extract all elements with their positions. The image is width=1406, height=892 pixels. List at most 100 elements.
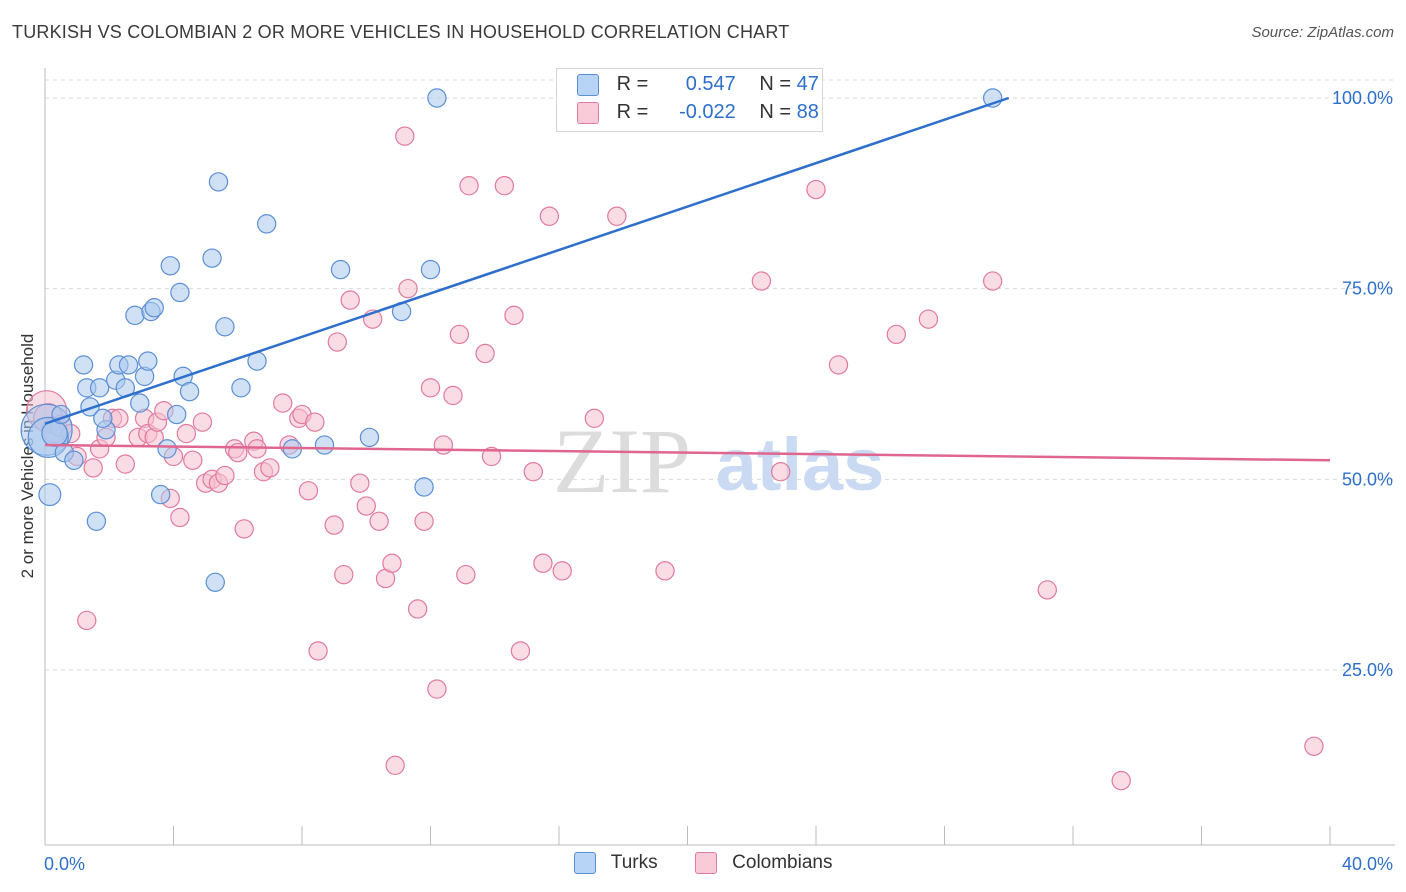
colombians-point <box>260 458 280 478</box>
colombians-trendline <box>44 443 1331 462</box>
colombians-point <box>770 462 791 482</box>
colombians-point <box>398 278 418 299</box>
turks-point <box>167 404 187 425</box>
colombians-point <box>1304 736 1324 756</box>
colombians-point <box>433 435 454 455</box>
colombians-point <box>523 462 543 482</box>
turks-point <box>427 88 447 108</box>
colombians-point <box>481 446 502 467</box>
y-tick-label: 100.0% <box>1332 88 1393 108</box>
colombians-point <box>751 271 772 291</box>
series-legend: Turks Colombians <box>0 852 1406 874</box>
trendlines <box>44 96 1331 462</box>
turks-point <box>150 484 171 505</box>
axes <box>44 68 1395 846</box>
turks-point <box>93 408 113 429</box>
colombians-point <box>215 465 235 486</box>
turks-point <box>89 378 110 398</box>
colombians-point <box>407 599 428 619</box>
turks-point <box>314 435 335 455</box>
colombians-legend-swatch <box>694 852 717 874</box>
turks-point <box>144 298 164 318</box>
colombians-swatch <box>577 101 599 124</box>
turks-point <box>215 317 235 337</box>
colombians-point <box>539 206 560 226</box>
legend-item-turks[interactable]: Turks <box>573 852 658 874</box>
colombians-point <box>475 343 495 364</box>
turks-point <box>38 483 62 507</box>
turks-point <box>80 397 100 417</box>
colombians-point <box>1111 770 1131 791</box>
colombians-point <box>456 564 476 585</box>
turks-r-value: 0.547 <box>685 73 736 96</box>
colombians-point <box>183 450 203 470</box>
watermark-atlas: atlas <box>716 423 885 506</box>
colombians-point <box>327 332 348 352</box>
turks-point <box>73 355 94 375</box>
turks-point <box>179 381 200 402</box>
colombians-point <box>83 458 103 478</box>
turks-point <box>205 572 225 592</box>
x-tick-label-min: 0.0% <box>44 854 85 874</box>
colombians-point <box>655 561 675 581</box>
turks-point <box>256 214 277 234</box>
colombians-point <box>584 408 605 429</box>
colombians-point <box>982 271 1003 291</box>
colombians-point <box>273 393 293 413</box>
colombians-point <box>176 423 197 444</box>
colombians-point <box>298 481 319 501</box>
turks-point <box>118 355 139 375</box>
turks-points <box>20 88 1003 592</box>
turks-legend-swatch <box>573 852 596 874</box>
colombians-point <box>324 515 344 535</box>
turks-trendline <box>44 96 1010 425</box>
turks-point <box>202 248 222 268</box>
turks-swatch <box>577 73 599 96</box>
legend-label-turks: Turks <box>610 852 658 873</box>
colombians-point <box>427 679 447 699</box>
turks-point <box>170 282 190 303</box>
colombians-r-value: -0.022 <box>679 101 736 124</box>
colombians-point <box>828 355 849 375</box>
colombians-point <box>504 305 524 326</box>
colombians-point <box>806 179 826 200</box>
watermark-zip: ZIP <box>553 410 691 512</box>
legend-label-colombians: Colombians <box>732 852 833 873</box>
turks-n-value: 47 <box>796 73 819 96</box>
colombians-point <box>115 454 136 474</box>
turks-point <box>208 172 229 192</box>
y-tick-label: 75.0% <box>1342 279 1393 299</box>
chart-title: TURKISH VS COLOMBIAN 2 OR MORE VEHICLES … <box>12 22 790 42</box>
colombians-point <box>420 378 441 398</box>
turks-point <box>231 378 251 398</box>
turks-point <box>130 393 150 413</box>
y-tick-label: 25.0% <box>1342 660 1393 680</box>
colombians-point <box>234 519 254 539</box>
tick-labels: 25.0% 50.0% 75.0% 100.0% 0.0% 40.0% <box>44 88 1393 874</box>
colombians-point <box>77 610 97 631</box>
colombians-point <box>170 507 190 528</box>
colombians-n-value: 88 <box>796 101 819 124</box>
colombians-point <box>449 324 470 345</box>
correlation-legend: R = 0.547 N = 47 R = -0.022 N = 88 <box>556 68 823 132</box>
colombians-point <box>459 176 479 196</box>
grid-lines <box>45 79 1395 671</box>
legend-row-turks: R = 0.547 N = 47 <box>577 73 819 99</box>
colombians-point <box>886 324 907 345</box>
turks-point <box>420 259 441 280</box>
colombians-point <box>533 553 553 573</box>
colombians-point <box>494 176 515 196</box>
x-tick-label-max: 40.0% <box>1342 854 1393 874</box>
legend-row-colombians: R = -0.022 N = 88 <box>577 101 819 127</box>
colombians-point <box>334 564 354 585</box>
turks-point <box>125 305 145 326</box>
legend-item-colombians[interactable]: Colombians <box>694 852 833 874</box>
colombians-point <box>385 755 405 776</box>
colombians-point <box>356 496 376 516</box>
watermark: ZIP atlas <box>553 410 884 512</box>
colombians-point <box>510 641 531 661</box>
colombians-point <box>382 553 402 573</box>
source-label: Source: ZipAtlas.com <box>1251 24 1394 41</box>
colombians-point <box>308 641 328 661</box>
